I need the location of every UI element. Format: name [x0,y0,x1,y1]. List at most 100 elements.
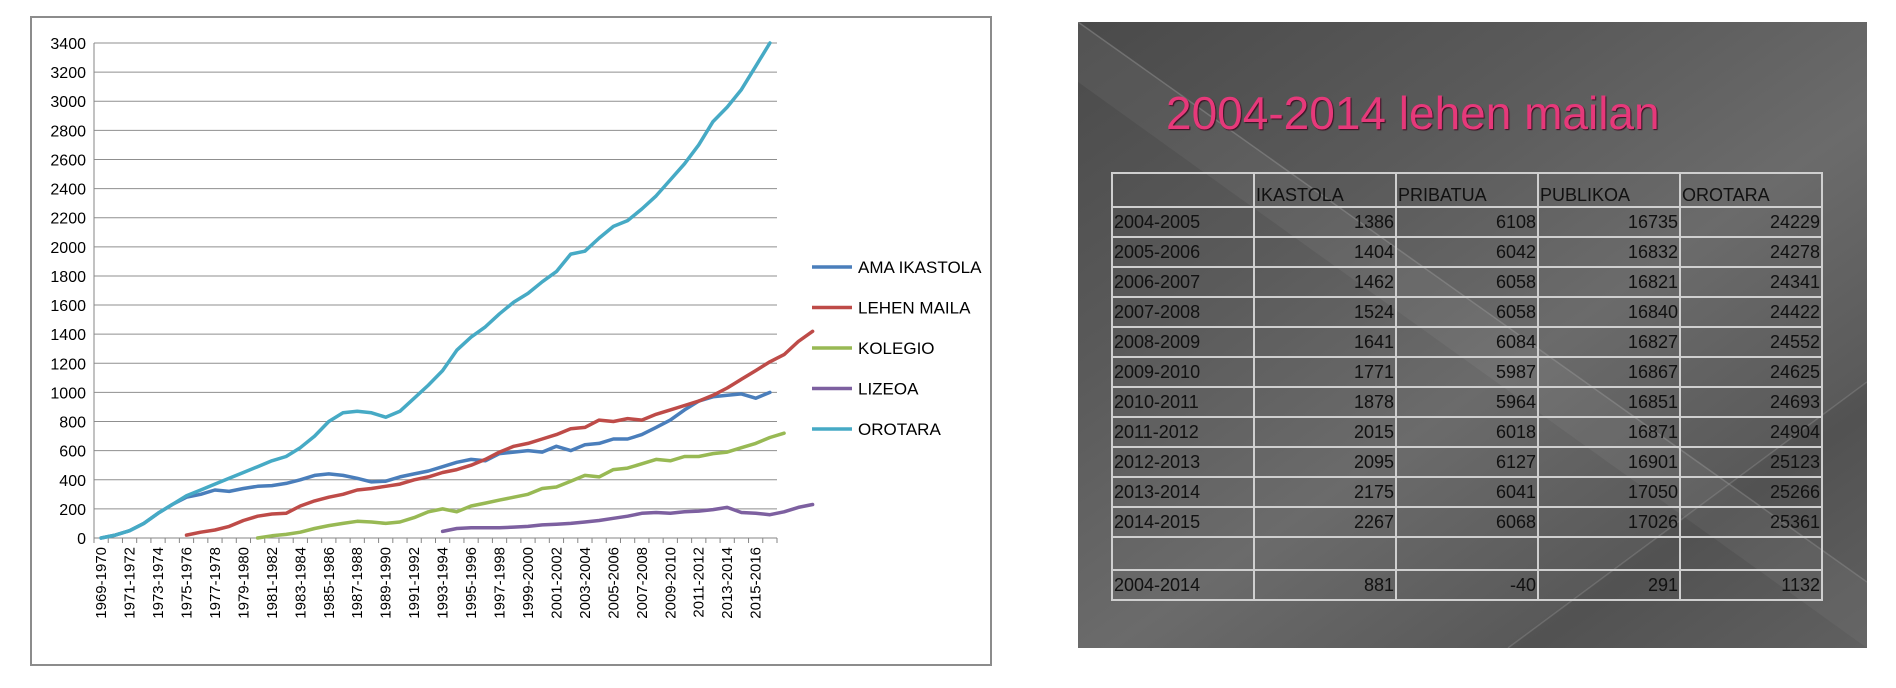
legend-label: KOLEGIO [858,339,935,358]
table-header-cell: PUBLIKOA [1537,172,1681,208]
cell-pribatua: 6041 [1395,476,1539,508]
x-tick-label: 2009-2010 [662,547,679,619]
table-header-cell: PRIBATUA [1395,172,1539,208]
y-tick-label: 2400 [50,182,86,199]
cell-orotara: 25361 [1679,506,1823,538]
row-label: 2010-2011 [1111,386,1255,418]
table-row: 2013-2014 2175 6041 17050 25266 [1111,476,1823,508]
cell-orotara: 24422 [1679,296,1823,328]
cell-ikastola: 2015 [1253,416,1397,448]
y-tick-label: 600 [59,444,86,461]
cell-ikastola: 1771 [1253,356,1397,388]
table-row: 2012-2013 2095 6127 16901 25123 [1111,446,1823,478]
x-tick-label: 1989-1990 [378,547,395,619]
legend-label: OROTARA [858,420,941,439]
table-header-cell [1111,172,1255,208]
cell-publikoa: 16735 [1537,206,1681,238]
y-tick-label: 3000 [50,94,86,111]
cell-pribatua: 6018 [1395,416,1539,448]
table-row: 2014-2015 2267 6068 17026 25361 [1111,506,1823,538]
y-tick-label: 1600 [50,298,86,315]
series-line-orotara [99,41,772,540]
x-tick-label: 1971-1972 [122,547,139,619]
cell-ikastola: 1462 [1253,266,1397,298]
legend-label: LEHEN MAILA [858,299,971,318]
row-label: 2011-2012 [1111,416,1255,448]
x-tick-label: 1983-1984 [292,547,309,619]
table-row: 2009-2010 1771 5987 16867 24625 [1111,356,1823,388]
x-tick-label: 1987-1988 [349,547,366,619]
table-row: 2011-2012 2015 6018 16871 24904 [1111,416,1823,448]
x-tick-label: 1979-1980 [235,547,252,619]
cell-pribatua: 6084 [1395,326,1539,358]
cell-publikoa: 16832 [1537,236,1681,268]
cell-orotara: 24693 [1679,386,1823,418]
cell-orotara: 24278 [1679,236,1823,268]
row-label: 2004-2014 [1111,569,1255,601]
legend-label: LIZEOA [858,380,919,399]
y-tick-label: 400 [59,473,86,490]
empty-cell [1253,536,1397,571]
table-header-cell: IKASTOLA [1253,172,1397,208]
x-tick-label: 2003-2004 [577,547,594,619]
cell-ikastola: 2267 [1253,506,1397,538]
cell-pribatua: 6068 [1395,506,1539,538]
data-table: IKASTOLA PRIBATUA PUBLIKOA OROTARA 2004-… [1111,172,1823,601]
row-label: 2006-2007 [1111,266,1255,298]
cell-publikoa: 17050 [1537,476,1681,508]
cell-orotara: 25266 [1679,476,1823,508]
cell-orotara: 25123 [1679,446,1823,478]
cell-orotara: 24341 [1679,266,1823,298]
y-tick-label: 2200 [50,211,86,228]
x-tick-label: 1969-1970 [93,547,110,619]
cell-orotara: 24625 [1679,356,1823,388]
y-tick-label: 2600 [50,152,86,169]
x-tick-label: 2005-2006 [605,547,622,619]
cell-orotara: 24229 [1679,206,1823,238]
line-chart: 0 200 400 600 800 1000 1200 1400 1600 1800 2000 220… [50,36,982,619]
row-label: 2009-2010 [1111,356,1255,388]
y-tick-label: 1000 [50,385,86,402]
cell-ikastola: 2175 [1253,476,1397,508]
x-tick-label: 1999-2000 [520,547,537,619]
y-tick-label: 800 [59,415,86,432]
y-tick-label: 1200 [50,356,86,373]
legend-label: AMA IKASTOLA [858,258,982,277]
x-tick-label: 1975-1976 [178,547,195,619]
empty-cell [1111,536,1255,571]
row-label: 2007-2008 [1111,296,1255,328]
x-tick-label: 1977-1978 [207,547,224,619]
y-tick-label: 1800 [50,269,86,286]
cell-pribatua: 6127 [1395,446,1539,478]
x-tick-label: 1973-1974 [150,547,167,619]
series-line-lizeoa [440,502,815,534]
cell-publikoa: 16867 [1537,356,1681,388]
y-tick-label: 3200 [50,65,86,82]
x-tick-label: 1985-1986 [321,547,338,619]
cell-publikoa: 16871 [1537,416,1681,448]
cell-publikoa: 16821 [1537,266,1681,298]
row-label: 2005-2006 [1111,236,1255,268]
table-row: 2006-2007 1462 6058 16821 24341 [1111,266,1823,298]
x-tick-label: 1981-1982 [264,547,281,619]
x-tick-label: 1995-1996 [463,547,480,619]
cell-pribatua: 6058 [1395,266,1539,298]
row-label: 2014-2015 [1111,506,1255,538]
cell-pribatua: 6042 [1395,236,1539,268]
cell-ikastola: 1404 [1253,236,1397,268]
table-header-row: IKASTOLA PRIBATUA PUBLIKOA OROTARA [1111,172,1823,208]
table-blank-row [1111,536,1823,571]
cell-pribatua: 6058 [1395,296,1539,328]
cell-publikoa: 16851 [1537,386,1681,418]
cell-publikoa: 16827 [1537,326,1681,358]
table-row: 2004-2005 1386 6108 16735 24229 [1111,206,1823,238]
y-tick-label: 0 [77,531,86,548]
cell-ikastola: 1878 [1253,386,1397,418]
y-tick-label: 1400 [50,327,86,344]
cell-pribatua: 5964 [1395,386,1539,418]
row-label: 2008-2009 [1111,326,1255,358]
cell-ikastola: 1641 [1253,326,1397,358]
cell-ikastola: 1524 [1253,296,1397,328]
x-tick-label: 2001-2002 [548,547,565,619]
x-tick-label: 2007-2008 [634,547,651,619]
